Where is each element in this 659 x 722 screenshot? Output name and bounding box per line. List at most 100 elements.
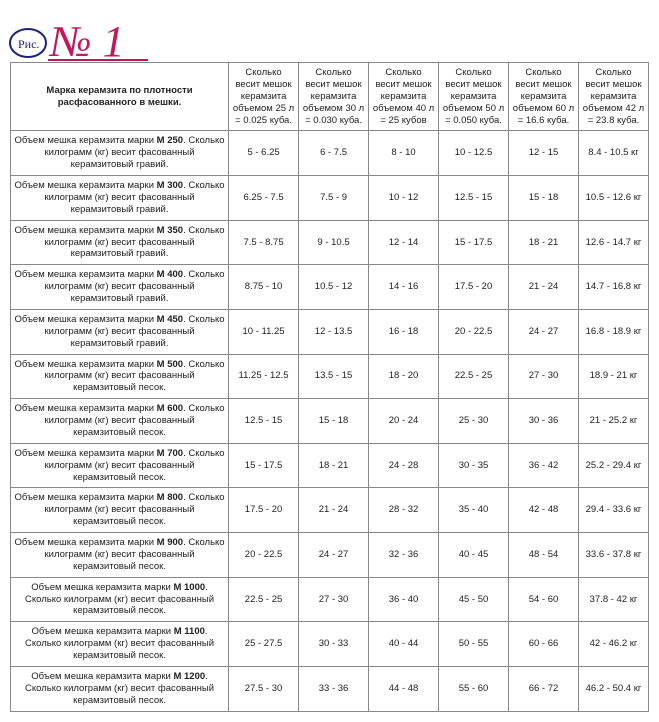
row-label: Объем мешка керамзита марки М 800. Сколь… bbox=[11, 488, 229, 533]
cell: 27.5 - 30 bbox=[229, 666, 299, 711]
header-col-1: Сколько весит мешок керамзита объемом 30… bbox=[299, 63, 369, 131]
row-label: Объем мешка керамзита марки М 1000. Скол… bbox=[11, 577, 229, 622]
cell: 66 - 72 bbox=[509, 666, 579, 711]
cell: 50 - 55 bbox=[439, 622, 509, 667]
header-first: Марка керамзита по плотности расфасованн… bbox=[11, 63, 229, 131]
header-col-0: Сколько весит мешок керамзита объемом 25… bbox=[229, 63, 299, 131]
table-row: Объем мешка керамзита марки М 800. Сколь… bbox=[11, 488, 649, 533]
cell: 25 - 30 bbox=[439, 399, 509, 444]
row-label: Объем мешка керамзита марки М 300. Сколь… bbox=[11, 176, 229, 221]
cell: 10 - 12 bbox=[369, 176, 439, 221]
table-row: Объем мешка керамзита марки М 350. Сколь… bbox=[11, 220, 649, 265]
cell: 16 - 18 bbox=[369, 309, 439, 354]
cell: 12 - 13.5 bbox=[299, 309, 369, 354]
table-row: Объем мешка керамзита марки М 1000. Скол… bbox=[11, 577, 649, 622]
keramzit-table: Марка керамзита по плотности расфасованн… bbox=[10, 62, 649, 712]
cell: 7.5 - 9 bbox=[299, 176, 369, 221]
cell: 12.5 - 15 bbox=[229, 399, 299, 444]
cell: 32 - 36 bbox=[369, 533, 439, 578]
cell: 20 - 24 bbox=[369, 399, 439, 444]
annotation-text: № 1 bbox=[48, 17, 125, 66]
cell: 8.75 - 10 bbox=[229, 265, 299, 310]
table-row: Объем мешка керамзита марки М 1100. Скол… bbox=[11, 622, 649, 667]
cell: 27 - 30 bbox=[299, 577, 369, 622]
cell: 25.2 - 29.4 кг bbox=[578, 443, 648, 488]
cell: 30 - 35 bbox=[439, 443, 509, 488]
row-label: Объем мешка керамзита марки М 500. Сколь… bbox=[11, 354, 229, 399]
cell: 17.5 - 20 bbox=[229, 488, 299, 533]
cell: 25 - 27.5 bbox=[229, 622, 299, 667]
cell: 21 - 24 bbox=[509, 265, 579, 310]
table-row: Объем мешка керамзита марки М 250. Сколь… bbox=[11, 131, 649, 176]
cell: 6.25 - 7.5 bbox=[229, 176, 299, 221]
row-label: Объем мешка керамзита марки М 450. Сколь… bbox=[11, 309, 229, 354]
cell: 10 - 12.5 bbox=[439, 131, 509, 176]
cell: 15 - 18 bbox=[509, 176, 579, 221]
table-row: Объем мешка керамзита марки М 1200. Скол… bbox=[11, 666, 649, 711]
cell: 10 - 11.25 bbox=[229, 309, 299, 354]
row-label: Объем мешка керамзита марки М 600. Сколь… bbox=[11, 399, 229, 444]
cell: 42 - 46.2 кг bbox=[578, 622, 648, 667]
cell: 18.9 - 21 кг bbox=[578, 354, 648, 399]
cell: 12 - 15 bbox=[509, 131, 579, 176]
cell: 8.4 - 10.5 кг bbox=[578, 131, 648, 176]
header-col-2: Сколько весит мешок керамзита объемом 40… bbox=[369, 63, 439, 131]
cell: 40 - 44 bbox=[369, 622, 439, 667]
cell: 18 - 21 bbox=[509, 220, 579, 265]
cell: 44 - 48 bbox=[369, 666, 439, 711]
row-label: Объем мешка керамзита марки М 1100. Скол… bbox=[11, 622, 229, 667]
cell: 14.7 - 16.8 кг bbox=[578, 265, 648, 310]
cell: 30 - 36 bbox=[509, 399, 579, 444]
cell: 8 - 10 bbox=[369, 131, 439, 176]
cell: 55 - 60 bbox=[439, 666, 509, 711]
cell: 24 - 28 bbox=[369, 443, 439, 488]
cell: 21 - 25.2 кг bbox=[578, 399, 648, 444]
cell: 13.5 - 15 bbox=[299, 354, 369, 399]
row-label: Объем мешка керамзита марки М 1200. Скол… bbox=[11, 666, 229, 711]
cell: 16.8 - 18.9 кг bbox=[578, 309, 648, 354]
header-col-5: Сколько весит мешок керамзита объемом 42… bbox=[578, 63, 648, 131]
cell: 22.5 - 25 bbox=[439, 354, 509, 399]
cell: 24 - 27 bbox=[509, 309, 579, 354]
table-row: Объем мешка керамзита марки М 450. Сколь… bbox=[11, 309, 649, 354]
cell: 12 - 14 bbox=[369, 220, 439, 265]
cell: 15 - 17.5 bbox=[229, 443, 299, 488]
cell: 60 - 66 bbox=[509, 622, 579, 667]
cell: 20 - 22.5 bbox=[439, 309, 509, 354]
cell: 35 - 40 bbox=[439, 488, 509, 533]
cell: 10.5 - 12.6 кг bbox=[578, 176, 648, 221]
row-label: Объем мешка керамзита марки М 250. Сколь… bbox=[11, 131, 229, 176]
row-label: Объем мешка керамзита марки М 700. Сколь… bbox=[11, 443, 229, 488]
header-row: Марка керамзита по плотности расфасованн… bbox=[11, 63, 649, 131]
cell: 14 - 16 bbox=[369, 265, 439, 310]
cell: 15 - 17.5 bbox=[439, 220, 509, 265]
table-row: Объем мешка керамзита марки М 900. Сколь… bbox=[11, 533, 649, 578]
cell: 20 - 22.5 bbox=[229, 533, 299, 578]
row-label: Объем мешка керамзита марки М 350. Сколь… bbox=[11, 220, 229, 265]
cell: 11.25 - 12.5 bbox=[229, 354, 299, 399]
cell: 27 - 30 bbox=[509, 354, 579, 399]
row-label: Объем мешка керамзита марки М 400. Сколь… bbox=[11, 265, 229, 310]
cell: 21 - 24 bbox=[299, 488, 369, 533]
table-row: Объем мешка керамзита марки М 300. Сколь… bbox=[11, 176, 649, 221]
cell: 42 - 48 bbox=[509, 488, 579, 533]
cell: 5 - 6.25 bbox=[229, 131, 299, 176]
cell: 30 - 33 bbox=[299, 622, 369, 667]
cell: 45 - 50 bbox=[439, 577, 509, 622]
cell: 28 - 32 bbox=[369, 488, 439, 533]
cell: 12.5 - 15 bbox=[439, 176, 509, 221]
cell: 33.6 - 37.8 кг bbox=[578, 533, 648, 578]
table-row: Объем мешка керамзита марки М 400. Сколь… bbox=[11, 265, 649, 310]
cell: 24 - 27 bbox=[299, 533, 369, 578]
cell: 6 - 7.5 bbox=[299, 131, 369, 176]
cell: 36 - 40 bbox=[369, 577, 439, 622]
cell: 46.2 - 50.4 кг bbox=[578, 666, 648, 711]
cell: 40 - 45 bbox=[439, 533, 509, 578]
cell: 22.5 - 25 bbox=[229, 577, 299, 622]
annotation-prefix: Рис. bbox=[18, 37, 39, 51]
cell: 36 - 42 bbox=[509, 443, 579, 488]
cell: 10.5 - 12 bbox=[299, 265, 369, 310]
cell: 9 - 10.5 bbox=[299, 220, 369, 265]
cell: 12.6 - 14.7 кг bbox=[578, 220, 648, 265]
cell: 7.5 - 8.75 bbox=[229, 220, 299, 265]
